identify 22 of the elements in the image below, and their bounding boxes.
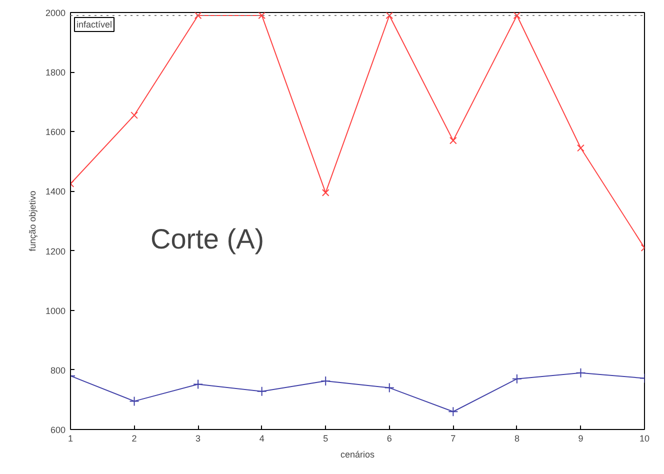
y-tick-label: 1600	[45, 127, 66, 138]
x-tick-label: 7	[450, 434, 456, 444]
x-tick-label: 5	[323, 434, 328, 444]
y-tick-label: 1000	[45, 306, 66, 316]
x-tick-label: 4	[259, 434, 264, 444]
y-tick-label: 600	[50, 425, 66, 435]
annotation: Corte (A)	[150, 224, 264, 254]
y-tick-label: 1200	[45, 246, 66, 256]
x-tick-label: 8	[514, 434, 520, 444]
y-tick-label: 1800	[45, 68, 66, 78]
y-tick-label: 800	[50, 365, 66, 376]
x-tick-label: 6	[386, 434, 392, 444]
x-tick-label: 9	[578, 434, 584, 444]
y-tick-label: 1400	[45, 186, 66, 197]
y-tick-label: 2000	[45, 8, 66, 18]
y-axis-title: função objetivo	[27, 190, 38, 252]
x-axis-title: cenários	[340, 450, 376, 460]
x-tick-label: 3	[196, 434, 201, 444]
x-tick-label: 10	[639, 434, 650, 444]
x-tick-label: 2	[132, 434, 137, 444]
x-tick-label: 1	[68, 434, 74, 444]
ref-line-label: infactível	[76, 19, 112, 30]
